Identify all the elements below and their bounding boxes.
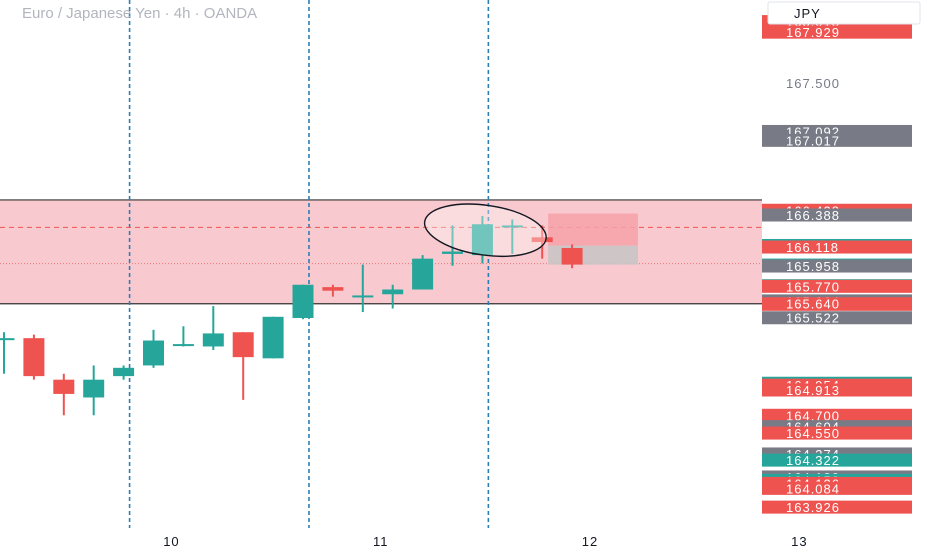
candle-body — [412, 258, 434, 290]
price-label-bg — [762, 481, 912, 495]
price-label-bg — [762, 240, 912, 254]
price-label-text: 165.640 — [786, 297, 840, 312]
price-label[interactable]: 163.926 — [762, 500, 912, 515]
price-label[interactable]: 165.770 — [762, 279, 912, 294]
price-label[interactable]: 165.522 — [762, 311, 912, 326]
highlight-ellipse[interactable] — [421, 197, 549, 263]
position-target-zone[interactable] — [548, 213, 638, 246]
vertical-lines-layer — [128, 0, 490, 528]
x-tick-label: 10 — [163, 534, 179, 549]
price-label[interactable]: 164.322 — [762, 453, 912, 468]
price-label-text: 164.084 — [786, 481, 840, 496]
price-label-bg — [762, 408, 912, 422]
candle-body — [471, 224, 493, 256]
candle-body — [143, 340, 164, 366]
price-label-bg — [762, 259, 912, 273]
price-label-bg — [762, 383, 912, 397]
candle-body — [501, 225, 523, 228]
price-label-text: 164.913 — [786, 383, 840, 398]
resistance-zone-layer — [0, 199, 762, 305]
candle-body — [442, 251, 463, 254]
price-label-text: 163.926 — [786, 500, 840, 515]
candle-body — [352, 295, 374, 298]
chart-title: Euro / Japanese Yen · 4h · OANDA — [22, 5, 257, 22]
candles-layer — [0, 215, 583, 416]
price-label-text: 164.550 — [786, 426, 840, 441]
ellipse-layer — [421, 197, 549, 263]
price-label-bg — [762, 25, 912, 39]
price-label-bg — [762, 500, 912, 514]
price-label-bg — [762, 453, 912, 467]
candle-body — [172, 344, 194, 347]
price-label[interactable]: 165.958 — [762, 259, 912, 274]
price-label-text: 167.500 — [786, 76, 840, 91]
price-label[interactable]: 167.500 — [786, 76, 840, 91]
candle-body — [83, 379, 105, 398]
candle-body — [262, 316, 284, 359]
candle-body — [292, 284, 314, 318]
price-label-text: 166.388 — [786, 208, 840, 223]
candle-body — [23, 338, 45, 377]
candle-body — [531, 237, 553, 243]
price-label[interactable]: 167.017 — [762, 133, 912, 148]
price-label-text: 165.770 — [786, 279, 840, 294]
price-label-bg — [762, 279, 912, 293]
price-label-text: 167.929 — [786, 25, 840, 40]
price-label-text: 164.700 — [786, 408, 840, 423]
price-axis-layer: 168.018167.929167.500167.092167.017166.4… — [762, 15, 912, 515]
price-label[interactable]: 166.388 — [762, 208, 912, 223]
price-label-bg — [762, 133, 912, 147]
candle-body — [561, 247, 583, 265]
price-label[interactable]: 166.118 — [762, 240, 912, 255]
x-tick-label: 12 — [582, 534, 598, 549]
price-label[interactable]: 164.913 — [762, 383, 912, 398]
resistance-zone[interactable] — [0, 199, 762, 304]
price-label-bg — [762, 297, 912, 311]
price-label-bg — [762, 426, 912, 440]
price-label-text: 165.958 — [786, 259, 840, 274]
candle-body — [53, 379, 75, 394]
candle-body — [202, 333, 224, 347]
price-label[interactable]: 164.700 — [762, 408, 912, 423]
price-label-text: 166.118 — [786, 240, 839, 255]
price-label-text: 165.522 — [786, 311, 840, 326]
currency-label: JPY — [794, 6, 821, 21]
candle-body — [322, 287, 344, 291]
price-label[interactable]: 164.084 — [762, 481, 912, 496]
price-label-bg — [762, 208, 912, 222]
price-label-text: 164.322 — [786, 453, 840, 468]
price-label[interactable]: 164.550 — [762, 426, 912, 441]
candle-body — [382, 289, 404, 295]
currency-button[interactable]: JPY — [767, 1, 921, 25]
time-axis-layer: 910111213 — [163, 534, 807, 549]
price-label[interactable]: 165.640 — [762, 297, 912, 312]
price-label-bg — [762, 311, 912, 325]
price-label[interactable]: 167.929 — [762, 25, 912, 40]
x-tick-label: 13 — [791, 534, 807, 549]
price-label-text: 167.017 — [786, 133, 840, 148]
candle-body — [113, 367, 135, 377]
candle-body — [232, 332, 254, 358]
x-tick-label: 11 — [373, 534, 389, 549]
candle-body — [0, 338, 15, 341]
